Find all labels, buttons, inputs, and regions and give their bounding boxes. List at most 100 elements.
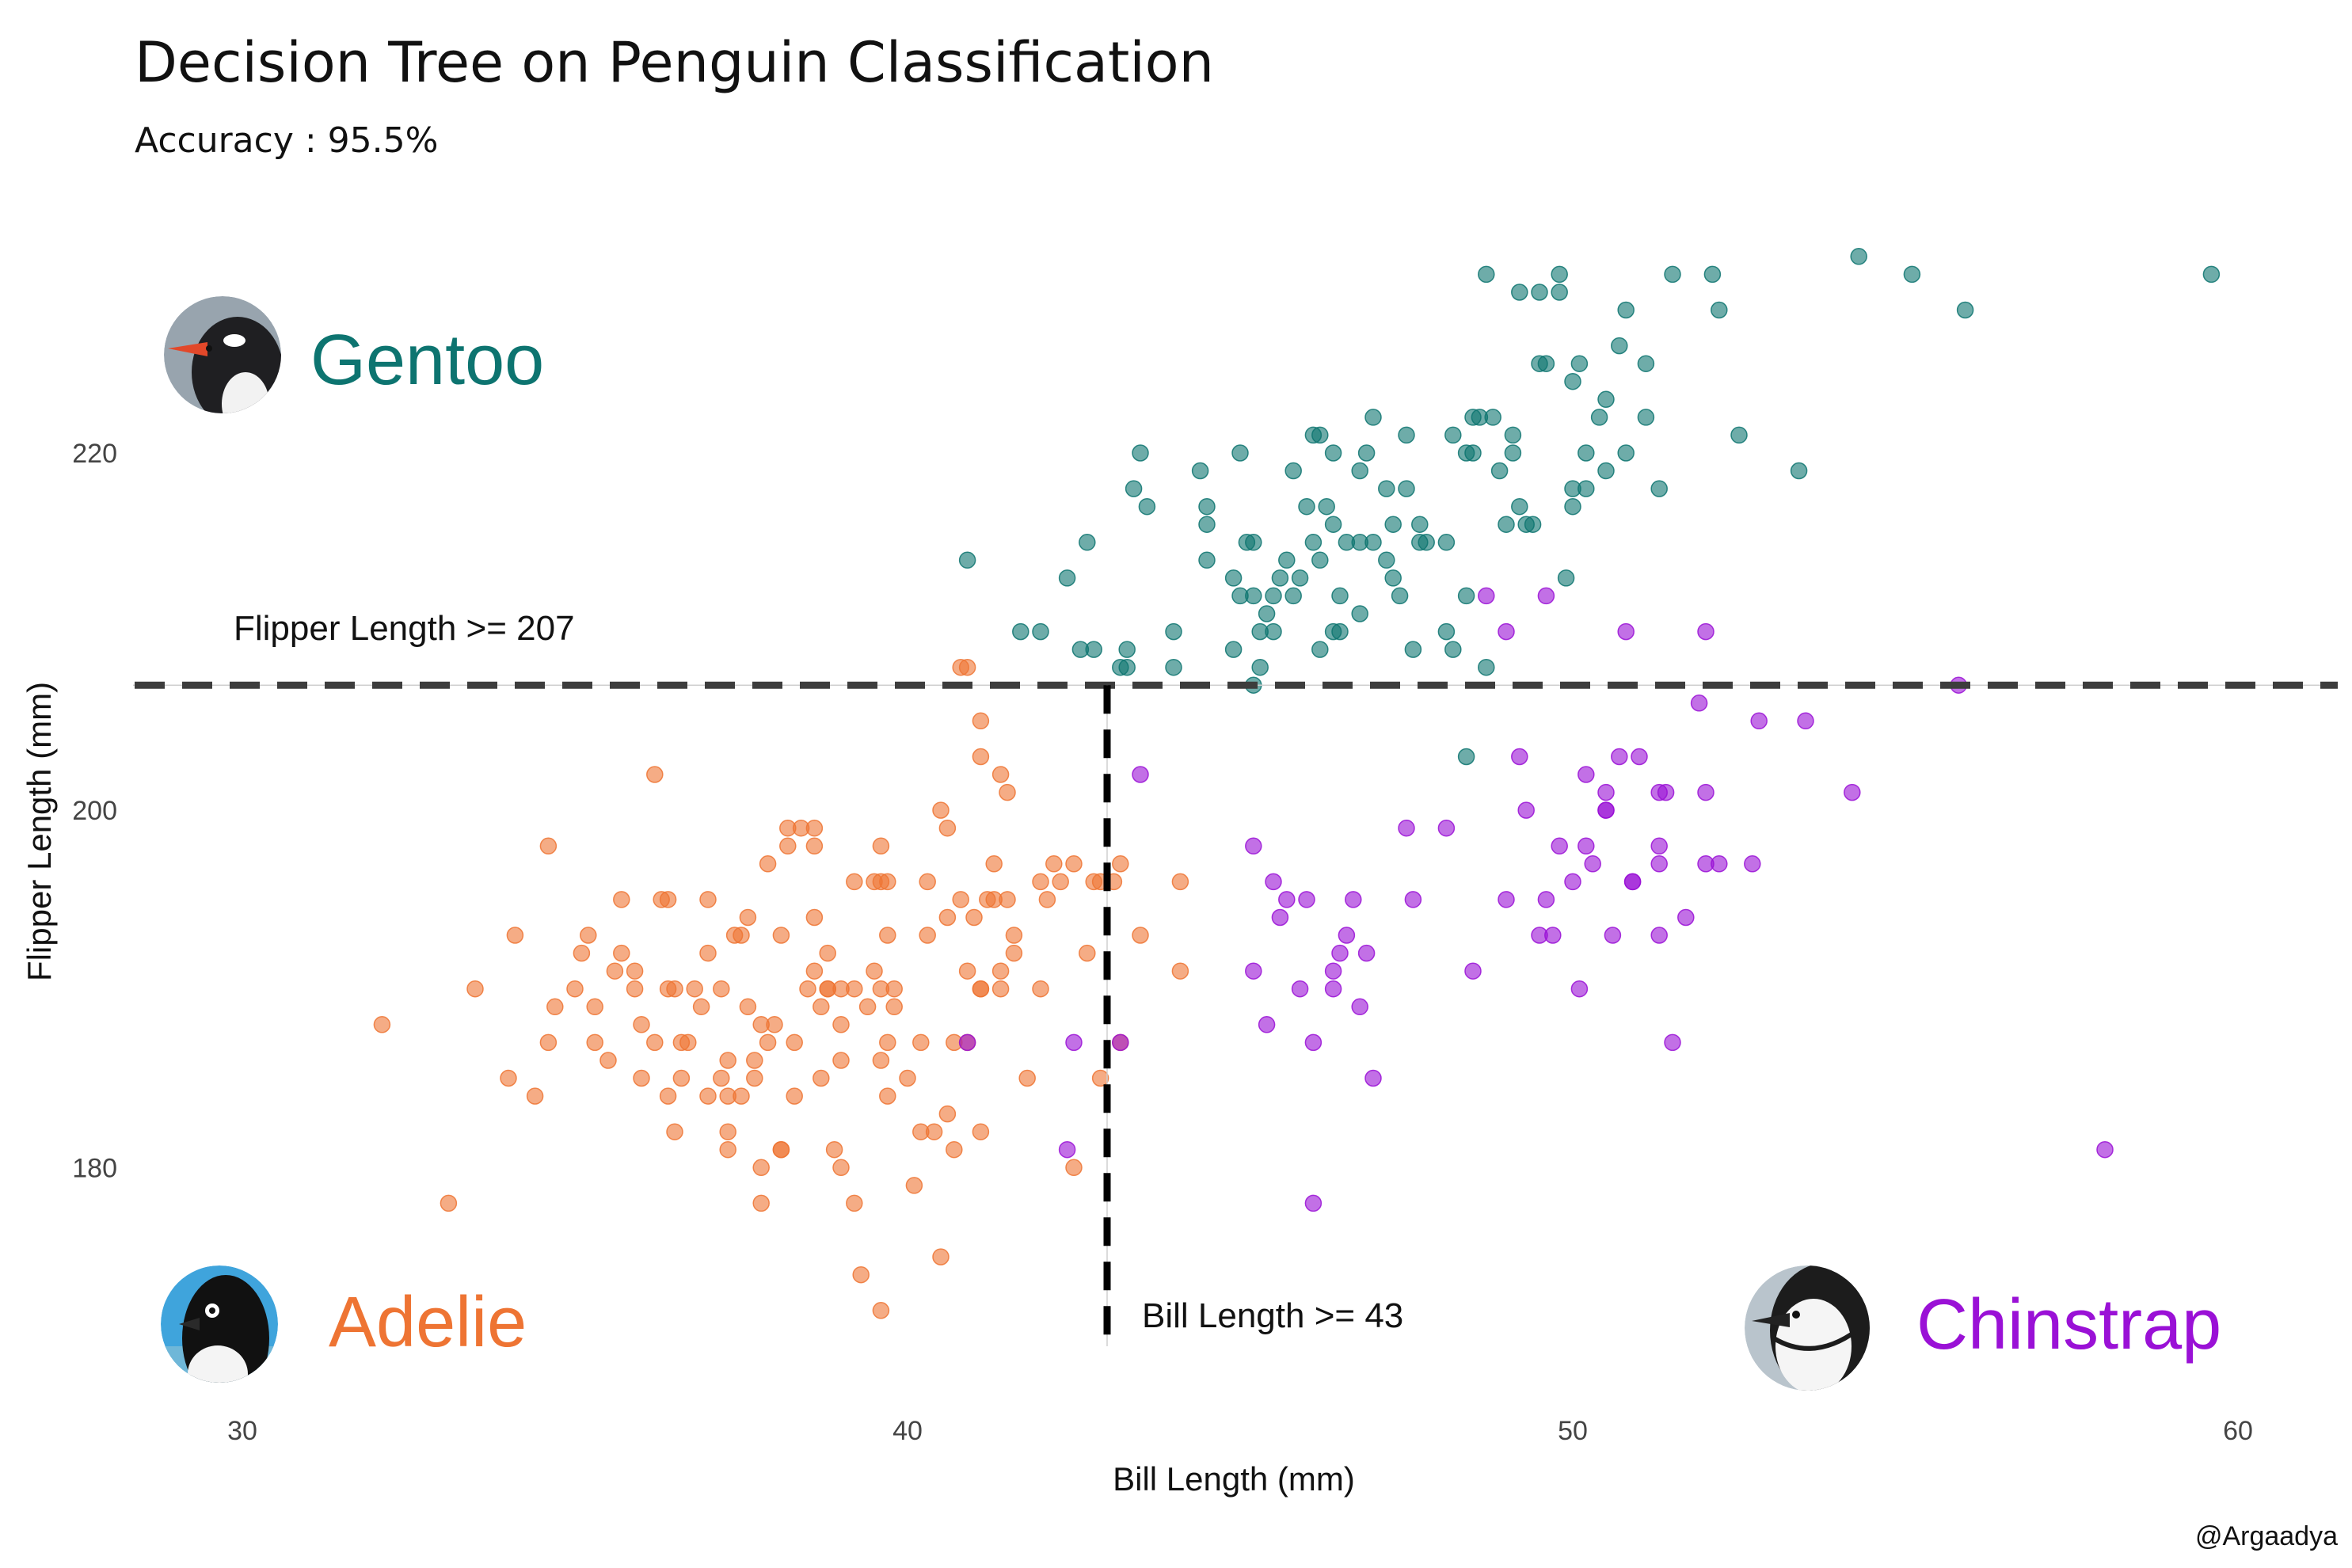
point-adelie <box>813 1069 830 1087</box>
point-adelie <box>1005 927 1023 944</box>
point-gentoo <box>1265 587 1282 605</box>
point-adelie <box>626 962 644 980</box>
data-points <box>373 248 2221 1319</box>
caption-credit: @Argaadya <box>2194 1521 2338 1551</box>
point-gentoo <box>1324 622 1342 641</box>
point-adelie <box>912 1033 930 1052</box>
point-chinstrap <box>1132 766 1149 783</box>
point-chinstrap <box>1464 962 1482 980</box>
point-gentoo <box>1324 444 1342 462</box>
point-gentoo <box>1478 265 1495 284</box>
point-adelie <box>719 1140 736 1159</box>
point-adelie <box>752 1016 770 1033</box>
point-adelie <box>1085 873 1102 891</box>
point-adelie <box>805 908 824 927</box>
point-chinstrap <box>1690 695 1708 712</box>
point-chinstrap <box>1611 748 1628 766</box>
point-gentoo <box>1464 444 1482 462</box>
point-gentoo <box>1703 265 1722 284</box>
point-chinstrap <box>1298 891 1315 908</box>
point-gentoo <box>1850 248 1867 265</box>
point-adelie <box>991 766 1010 783</box>
point-gentoo <box>1224 569 1243 587</box>
point-adelie <box>713 980 730 998</box>
point-gentoo <box>1258 605 1276 622</box>
point-adelie <box>586 1033 603 1052</box>
point-adelie <box>633 1069 650 1087</box>
point-chinstrap <box>1697 783 1715 801</box>
point-adelie <box>733 927 750 944</box>
point-gentoo <box>1511 284 1528 301</box>
point-gentoo <box>1357 444 1376 462</box>
point-adelie <box>1112 855 1129 873</box>
point-chinstrap <box>1437 819 1456 837</box>
point-gentoo <box>1079 534 1096 551</box>
point-gentoo <box>1664 265 1681 284</box>
point-gentoo <box>1650 480 1668 497</box>
point-gentoo <box>1284 587 1302 605</box>
point-gentoo <box>1551 284 1568 301</box>
point-gentoo <box>1956 301 1974 319</box>
x-tick-label: 50 <box>1558 1416 1588 1446</box>
point-adelie <box>666 1123 683 1140</box>
point-adelie <box>965 908 983 927</box>
point-adelie <box>1038 891 1056 908</box>
point-gentoo <box>1524 516 1542 533</box>
point-chinstrap <box>1245 837 1262 855</box>
point-adelie <box>846 1194 863 1212</box>
point-adelie <box>832 980 850 998</box>
point-adelie <box>719 1052 736 1069</box>
point-gentoo <box>1564 497 1581 516</box>
point-adelie <box>613 944 630 962</box>
point-adelie <box>739 998 757 1016</box>
region-label-gentoo-text: Gentoo <box>310 321 544 400</box>
point-chinstrap <box>1544 927 1562 944</box>
point-chinstrap <box>1351 998 1368 1016</box>
point-adelie <box>872 1302 890 1319</box>
point-chinstrap <box>1324 962 1342 980</box>
point-chinstrap <box>1537 891 1555 908</box>
point-gentoo <box>1298 497 1315 516</box>
point-gentoo <box>1597 390 1615 409</box>
point-chinstrap <box>1498 891 1515 908</box>
point-gentoo <box>1498 516 1515 533</box>
point-adelie <box>813 998 830 1016</box>
x-axis-label: Bill Length (mm) <box>1113 1460 1355 1498</box>
point-chinstrap <box>1065 1033 1083 1052</box>
point-gentoo <box>1311 641 1329 658</box>
point-adelie <box>713 1069 730 1087</box>
point-adelie <box>1032 873 1049 891</box>
point-chinstrap <box>1265 873 1282 891</box>
y-tick-label: 220 <box>72 439 117 469</box>
point-adelie <box>699 1087 717 1105</box>
point-gentoo <box>1444 426 1462 444</box>
point-adelie <box>786 1033 803 1052</box>
point-adelie <box>852 1265 870 1284</box>
point-gentoo <box>1570 355 1589 372</box>
point-adelie <box>672 1069 691 1087</box>
point-gentoo <box>1404 641 1422 658</box>
point-gentoo <box>1597 462 1615 480</box>
point-adelie <box>1065 855 1083 873</box>
point-adelie <box>825 1140 843 1159</box>
point-adelie <box>819 944 836 962</box>
point-gentoo <box>1251 658 1269 676</box>
point-gentoo <box>1411 516 1429 533</box>
region-label-chinstrap: Chinstrap <box>1745 1265 2221 1391</box>
point-adelie <box>746 1052 763 1069</box>
point-chinstrap <box>1511 748 1528 766</box>
point-gentoo <box>1231 587 1249 605</box>
point-adelie <box>885 998 903 1016</box>
point-adelie <box>1171 873 1189 891</box>
point-adelie <box>799 980 816 998</box>
point-adelie <box>679 1033 697 1052</box>
point-chinstrap <box>1271 908 1289 927</box>
point-chinstrap <box>1697 622 1715 641</box>
point-chinstrap <box>1564 873 1581 891</box>
point-chinstrap <box>1304 1033 1323 1052</box>
point-chinstrap <box>1597 801 1615 819</box>
point-gentoo <box>1351 462 1368 480</box>
point-gentoo <box>1118 641 1136 658</box>
point-adelie <box>626 980 644 998</box>
